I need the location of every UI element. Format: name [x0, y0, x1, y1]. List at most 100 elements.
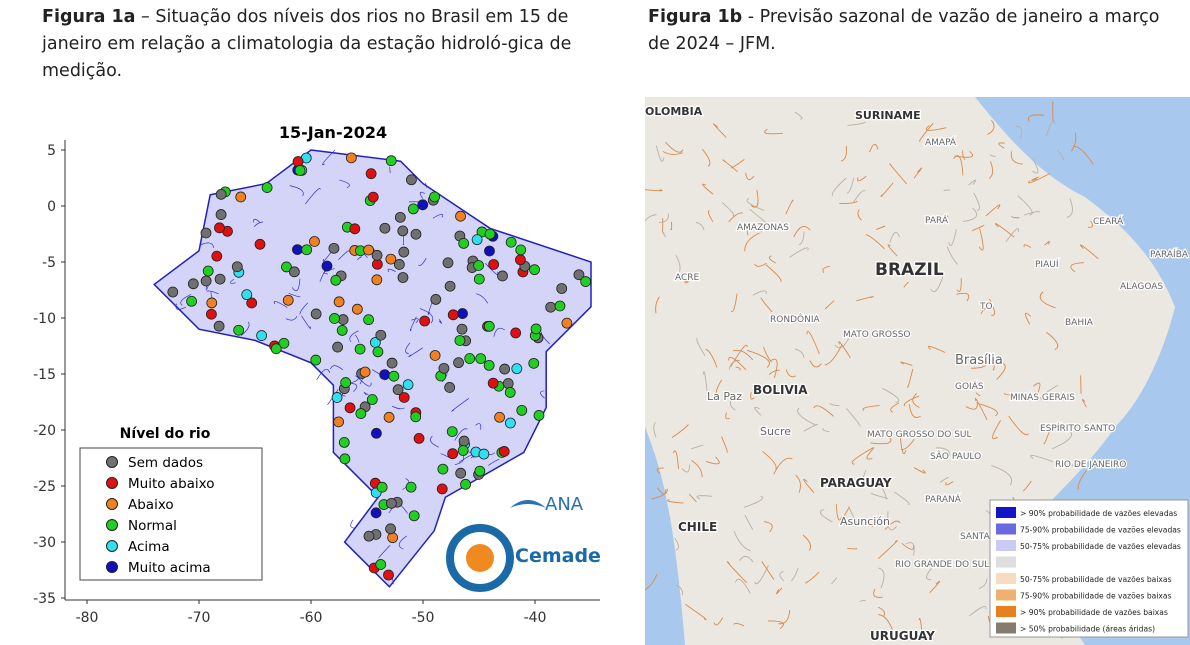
map-label: RIO DE JANEIRO [1055, 460, 1126, 470]
river [803, 478, 815, 493]
river [809, 360, 822, 368]
river [657, 487, 667, 495]
river [1039, 291, 1056, 309]
legend-label: 50-75% probabilidade de vazões elevadas [1020, 542, 1181, 551]
river [540, 390, 545, 399]
y-tick-label: -10 [33, 311, 56, 327]
station-dot [573, 269, 585, 281]
station-dot [235, 191, 247, 203]
y-tick-label: 0 [47, 199, 56, 215]
river [824, 345, 843, 366]
river [1045, 120, 1056, 137]
river [847, 121, 866, 126]
river [819, 509, 833, 523]
river [288, 292, 301, 298]
station-dot [246, 297, 258, 309]
station-dot [516, 404, 528, 416]
river [743, 495, 763, 508]
map-label: GOIÁS [955, 380, 984, 392]
station-dot [310, 308, 322, 320]
river [253, 221, 264, 227]
river [878, 567, 885, 589]
river [357, 256, 362, 261]
river [839, 200, 858, 204]
map-label: PARANÁ [925, 493, 962, 505]
river [205, 285, 209, 291]
river [316, 368, 331, 381]
river [488, 458, 500, 466]
station-dot [379, 222, 391, 234]
station-dot [329, 313, 340, 324]
river [882, 387, 900, 404]
station-dot [256, 330, 268, 341]
station-dot [504, 417, 516, 429]
station-dot [365, 168, 377, 180]
river [667, 499, 684, 504]
river [793, 226, 811, 238]
station-dot [446, 426, 458, 438]
station-dot [515, 244, 527, 256]
caption-label: Figura 1b [648, 7, 743, 27]
river [794, 348, 805, 358]
logo-ana: ANA [545, 494, 584, 515]
river [852, 190, 866, 204]
river [965, 401, 978, 410]
legend-swatch [996, 622, 1016, 634]
river [323, 268, 335, 275]
station-dot [200, 275, 212, 287]
station-dot [407, 203, 419, 215]
map-title: 15-Jan-2024 [279, 123, 387, 142]
caption-a: Figura 1a – Situação dos níveis dos rios… [42, 4, 602, 85]
station-dot [406, 174, 417, 186]
river [1052, 101, 1055, 122]
station-dot [392, 384, 404, 396]
river [350, 375, 359, 384]
station-dot [338, 436, 350, 448]
river [880, 182, 894, 198]
river [725, 412, 730, 420]
legend-label: > 90% probabilidade de vazões baixas [1020, 608, 1168, 617]
logo-cemaden: Cemaden [515, 545, 600, 567]
river [338, 250, 350, 261]
river [1043, 430, 1050, 445]
river [665, 141, 684, 153]
river [299, 302, 309, 315]
station-dot [282, 294, 294, 306]
river [721, 436, 728, 453]
river [175, 303, 187, 310]
river [745, 172, 755, 181]
station-dot [397, 272, 409, 283]
river [1082, 398, 1087, 408]
river [831, 177, 847, 197]
station-dot [281, 261, 292, 273]
river [878, 614, 894, 632]
river [454, 428, 468, 441]
river [240, 321, 250, 336]
river [905, 542, 915, 556]
station-dot [488, 259, 500, 270]
river [994, 223, 1015, 238]
river [962, 150, 966, 160]
map-label: MATO GROSSO DO SUL [867, 430, 972, 440]
river [754, 262, 767, 267]
river [750, 392, 755, 400]
legend-label: 75-90% probabilidade de vazões elevadas [1020, 526, 1181, 535]
caption-b: Figura 1b - Previsão sazonal de vazão de… [648, 4, 1168, 58]
map-label: CEARÁ [1093, 215, 1124, 227]
station-dot [444, 382, 456, 393]
river [349, 330, 359, 343]
river [273, 301, 288, 308]
river [846, 177, 855, 194]
river [760, 297, 773, 313]
river [454, 454, 465, 466]
river [655, 296, 660, 314]
river [750, 190, 759, 208]
station-dot [345, 152, 357, 164]
station-dot [371, 258, 383, 270]
river [948, 228, 957, 246]
river [683, 280, 690, 284]
station-dot [206, 308, 217, 320]
river [1028, 173, 1050, 184]
station-dot [447, 309, 459, 321]
legend-label: 75-90% probabilidade de vazões baixas [1020, 592, 1172, 601]
